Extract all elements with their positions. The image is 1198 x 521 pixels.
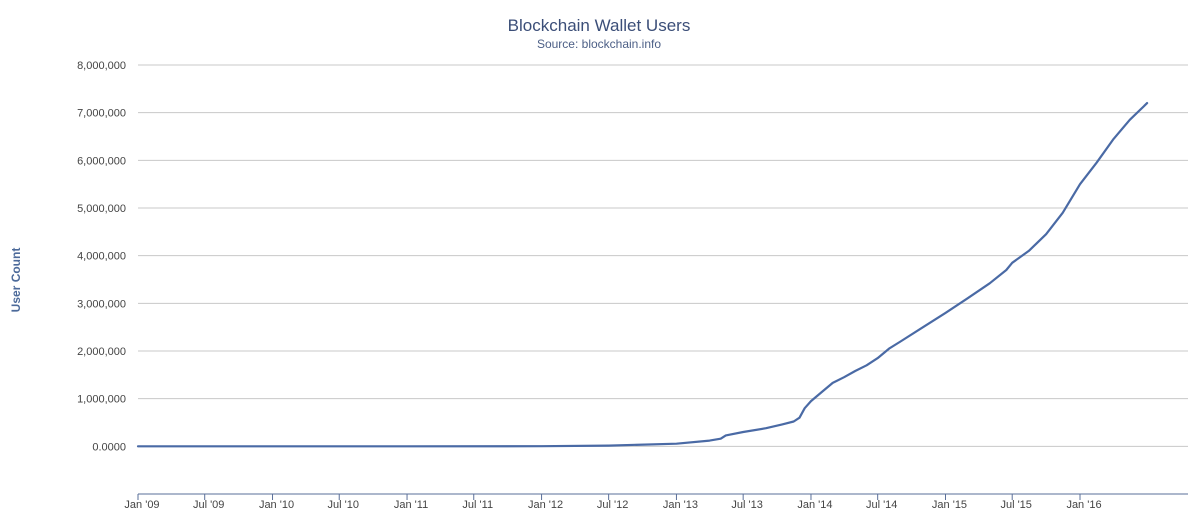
y-axis-title: User Count	[9, 248, 23, 313]
chart-title: Blockchain Wallet Users	[507, 16, 691, 35]
x-tick-label: Jan '16	[1066, 499, 1101, 511]
x-tick-label: Jul '14	[866, 499, 897, 511]
y-tick-label: 7,000,000	[77, 108, 126, 120]
y-tick-label: 5,000,000	[77, 203, 126, 215]
x-tick-label: Jan '10	[259, 499, 294, 511]
grid-lines	[138, 64, 1188, 447]
x-tick-label: Jul '15	[1000, 499, 1031, 511]
y-tick-label: 2,000,000	[77, 346, 126, 358]
x-tick-label: Jul '10	[328, 499, 359, 511]
x-axis	[137, 493, 1188, 500]
chart-subtitle: Source: blockchain.info	[536, 37, 662, 51]
x-tick-label: Jul '12	[597, 499, 628, 511]
y-tick-label: 3,000,000	[77, 298, 126, 310]
y-tick-label: 1,000,000	[77, 394, 126, 406]
y-axis-tick-labels: 0.0000 1,000,000 2,000,000 3,000,000 4,000,0…	[77, 60, 126, 453]
x-tick-label: Jan '11	[394, 499, 428, 511]
x-tick-label: Jul '13	[731, 499, 762, 511]
x-axis-tick-labels: Jan '09 Jul '09 Jan '10 Jul '10 Jan '11 Jul '…	[124, 499, 1101, 511]
x-tick-label: Jan '12	[528, 499, 563, 511]
y-tick-label: 8,000,000	[77, 60, 126, 72]
y-tick-label: 4,000,000	[77, 251, 126, 263]
series-layer	[136, 102, 1149, 448]
x-tick-label: Jan '15	[932, 499, 967, 511]
series-line	[136, 102, 1149, 448]
x-tick-label: Jan '09	[124, 499, 159, 511]
y-tick-label: 0.0000	[92, 441, 126, 453]
y-tick-label: 6,000,000	[77, 155, 126, 167]
x-tick-label: Jul '11	[462, 499, 493, 511]
x-tick-label: Jul '09	[193, 499, 224, 511]
x-tick-label: Jan '14	[797, 499, 832, 511]
x-tick-label: Jan '13	[663, 499, 698, 511]
